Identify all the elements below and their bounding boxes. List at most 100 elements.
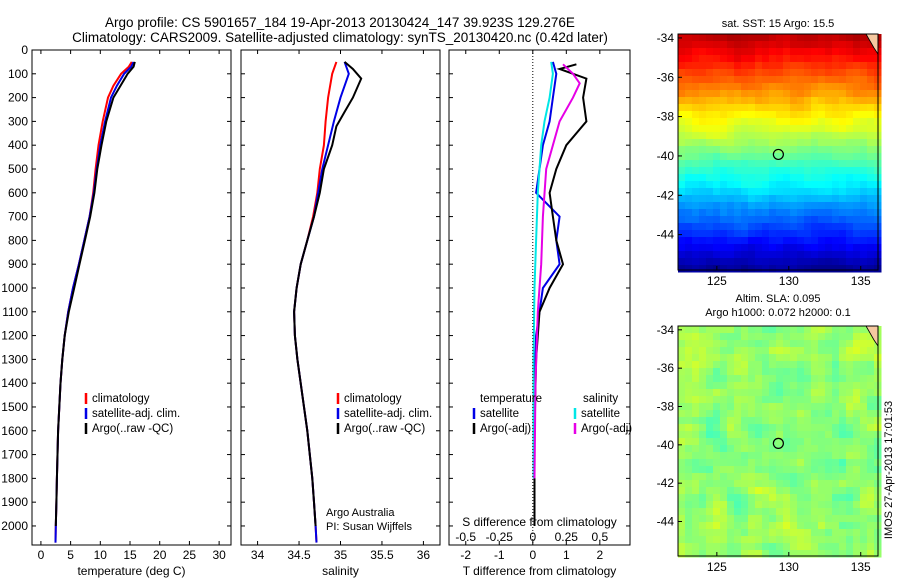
map-cell [811,459,819,467]
map-cell [797,480,805,488]
map-cell [762,76,770,84]
map-cell [727,139,735,147]
map-cell [748,445,756,453]
map-cell [846,111,854,119]
map-cell [713,118,721,126]
map-cell [713,104,721,112]
salinity-tick-label: 0.5 [591,530,608,544]
map-cell [699,487,707,495]
map-cell [741,389,749,397]
map-cell [713,237,721,245]
map-cell [748,34,756,42]
map-cell [860,146,868,154]
map-cell [797,515,805,523]
map-cell [727,487,735,495]
map-cell [727,237,735,245]
map-cell [783,111,791,119]
map-cell [797,139,805,147]
map-cell [762,90,770,98]
map-cell [797,48,805,56]
map-cell [699,354,707,362]
map-cell [699,132,707,140]
map-cell [727,202,735,210]
map-cell [818,424,826,432]
map-cell [755,104,763,112]
map-cell [748,111,756,119]
map-cell [727,326,735,334]
map-cell [790,536,798,544]
map-cell [825,202,833,210]
map-cell [734,244,742,252]
map-cell [734,501,742,509]
map-cell [783,188,791,196]
map-cell [853,361,861,369]
map-cell [762,111,770,119]
map-cell [699,76,707,84]
map-cell [860,410,868,418]
map-cell [860,389,868,397]
map-cell [720,466,728,474]
map-cell [811,466,819,474]
map-cell [832,97,840,105]
map-cell [762,529,770,537]
map-cell [692,230,700,238]
map-cell [846,62,854,70]
map-cell [706,382,714,390]
map-cell [706,403,714,411]
map-cell [790,41,798,49]
map-cell [685,529,693,537]
map-cell [860,139,868,147]
map-cell [832,431,840,439]
map-cell [720,55,728,63]
map-cell [713,375,721,383]
map-cell [685,146,693,154]
map-cell [762,466,770,474]
map-cell [783,181,791,189]
map-cell [685,174,693,182]
map-cell [748,118,756,126]
map-cell [853,494,861,502]
map-cell [811,153,819,161]
map-cell [734,223,742,231]
map-cell [860,501,868,509]
map-cell [727,41,735,49]
x-tick-label: 34 [251,548,265,562]
map-cell [762,216,770,224]
map-cell [867,139,875,147]
map-cell [762,501,770,509]
map-cell [678,195,686,203]
map-cell [776,251,784,259]
map-cell [727,438,735,446]
map-cell [853,417,861,425]
map-cell [818,361,826,369]
map-cell [853,424,861,432]
map-cell [846,368,854,376]
map-cell [706,347,714,355]
map-cell [748,382,756,390]
map-cell [783,543,791,551]
map-cell [825,445,833,453]
map-cell [783,202,791,210]
map-cell [692,174,700,182]
map-cell [741,153,749,161]
map-cell [846,354,854,362]
map-cell [818,522,826,530]
map-cell [713,424,721,432]
map-cell [699,97,707,105]
map-cell [804,473,812,481]
map-cell [839,389,847,397]
map-cell [846,76,854,84]
map-cell [790,34,798,42]
map-cell [797,354,805,362]
map-cell [734,396,742,404]
map-cell [846,333,854,341]
map-cell [853,445,861,453]
map-cell [741,265,749,273]
map-cell [727,118,735,126]
map-cell [692,69,700,77]
map-cell [692,501,700,509]
map-cell [727,543,735,551]
map-cell [867,340,875,348]
map-cell [867,69,875,77]
map-cell [769,466,777,474]
